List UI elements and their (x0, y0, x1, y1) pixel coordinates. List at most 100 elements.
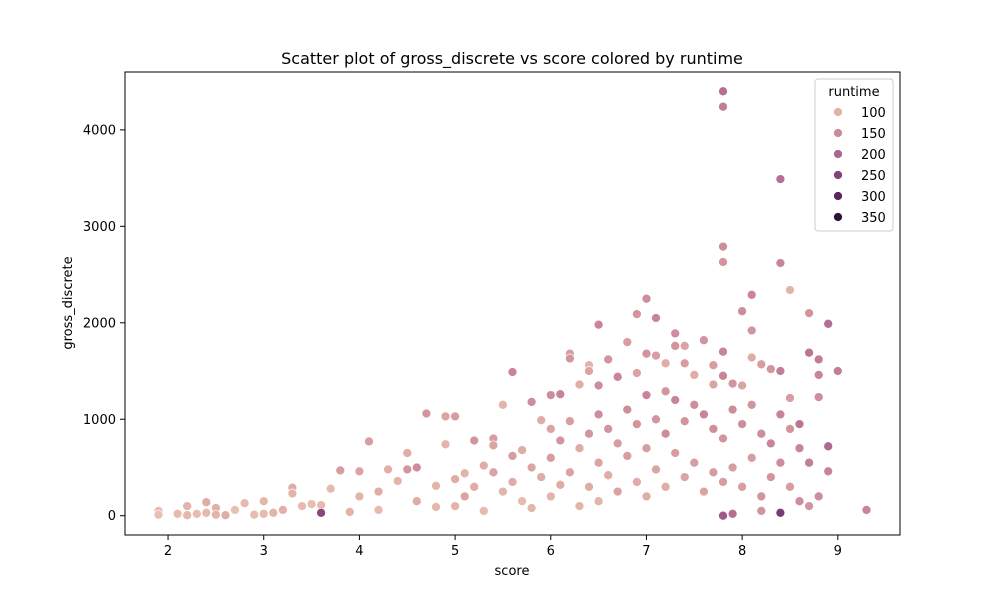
data-point (746, 289, 757, 300)
data-point (651, 350, 661, 361)
data-point (545, 452, 556, 463)
data-point (287, 488, 298, 499)
data-point (431, 502, 441, 512)
data-point (258, 496, 269, 507)
data-point (794, 419, 805, 429)
data-point (699, 409, 709, 420)
legend-marker (833, 191, 843, 201)
data-point (641, 348, 652, 359)
data-point (545, 491, 556, 502)
data-point (727, 508, 738, 519)
data-point (478, 460, 489, 471)
data-point (813, 370, 824, 380)
data-point (517, 445, 527, 455)
data-point (632, 477, 642, 487)
data-point (765, 364, 776, 374)
data-point (737, 306, 747, 317)
data-point (622, 337, 633, 347)
data-point (670, 448, 681, 458)
data-point (699, 486, 709, 497)
data-point (641, 443, 652, 454)
data-point (278, 505, 288, 515)
data-point (258, 508, 269, 519)
data-point (402, 448, 413, 458)
data-point (718, 101, 728, 112)
data-point (622, 451, 633, 461)
data-point (785, 393, 795, 403)
data-point (804, 501, 814, 511)
data-point (478, 506, 489, 516)
data-point (201, 507, 212, 518)
x-axis: 2 3 4 5 6 7 8 9 (164, 535, 842, 559)
data-point (507, 477, 518, 487)
data-point (450, 474, 460, 484)
x-tick-label: 6 (547, 544, 555, 559)
data-point (718, 370, 728, 381)
data-point (574, 501, 585, 511)
data-point (718, 433, 728, 444)
data-point (450, 501, 460, 511)
data-point (584, 481, 594, 492)
data-point (641, 293, 652, 304)
data-point (861, 505, 872, 515)
data-point (775, 366, 786, 376)
legend-title: runtime (828, 85, 879, 100)
data-point (593, 380, 604, 391)
y-tick-label: 3000 (83, 220, 116, 235)
data-point (832, 366, 843, 376)
data-point (785, 424, 795, 434)
data-point (746, 399, 757, 410)
data-point (392, 476, 403, 486)
data-point (737, 419, 747, 429)
data-point (603, 354, 614, 365)
legend-entry-label: 150 (861, 127, 886, 142)
data-point (488, 467, 499, 478)
data-point (182, 501, 193, 511)
data-point (440, 439, 451, 450)
x-tick-label: 2 (164, 544, 172, 559)
legend-entry-label: 300 (861, 190, 886, 205)
data-point (785, 481, 795, 492)
y-tick-label: 2000 (83, 316, 116, 331)
data-point (765, 472, 776, 482)
data-point (823, 466, 834, 477)
data-point (756, 359, 767, 370)
data-point (555, 435, 566, 446)
data-point (565, 467, 575, 478)
data-point (823, 441, 834, 452)
data-point (268, 507, 279, 518)
legend-entry-label: 250 (861, 169, 886, 184)
data-point (794, 443, 805, 454)
data-point (718, 477, 728, 487)
data-point (775, 457, 786, 468)
data-point (804, 457, 814, 468)
data-point (718, 346, 728, 357)
data-point (354, 466, 365, 477)
data-point (813, 354, 824, 365)
data-point (373, 505, 384, 515)
data-point (440, 411, 451, 422)
data-point (632, 309, 642, 319)
x-tick-label: 9 (834, 544, 842, 559)
plot-frame (124, 71, 901, 536)
chart-title: Scatter plot of gross_discrete vs score … (281, 49, 743, 69)
data-point (593, 319, 604, 330)
data-point (718, 257, 728, 267)
data-point (660, 428, 671, 439)
data-point (201, 497, 212, 508)
data-point (718, 241, 728, 252)
x-tick-label: 7 (642, 544, 650, 559)
data-point (651, 414, 661, 425)
data-point (641, 390, 652, 400)
y-axis-label: gross_discrete (61, 256, 76, 349)
x-tick-label: 4 (355, 544, 363, 559)
data-point (517, 496, 527, 507)
data-point (775, 507, 786, 518)
data-point (450, 411, 460, 422)
legend-entry-label: 350 (861, 211, 886, 226)
y-tick-label: 0 (108, 509, 116, 524)
data-point (756, 491, 767, 502)
data-point (507, 451, 518, 461)
data-point (775, 258, 786, 268)
legend: runtime 100 150 200 250 300 350 (814, 78, 894, 232)
